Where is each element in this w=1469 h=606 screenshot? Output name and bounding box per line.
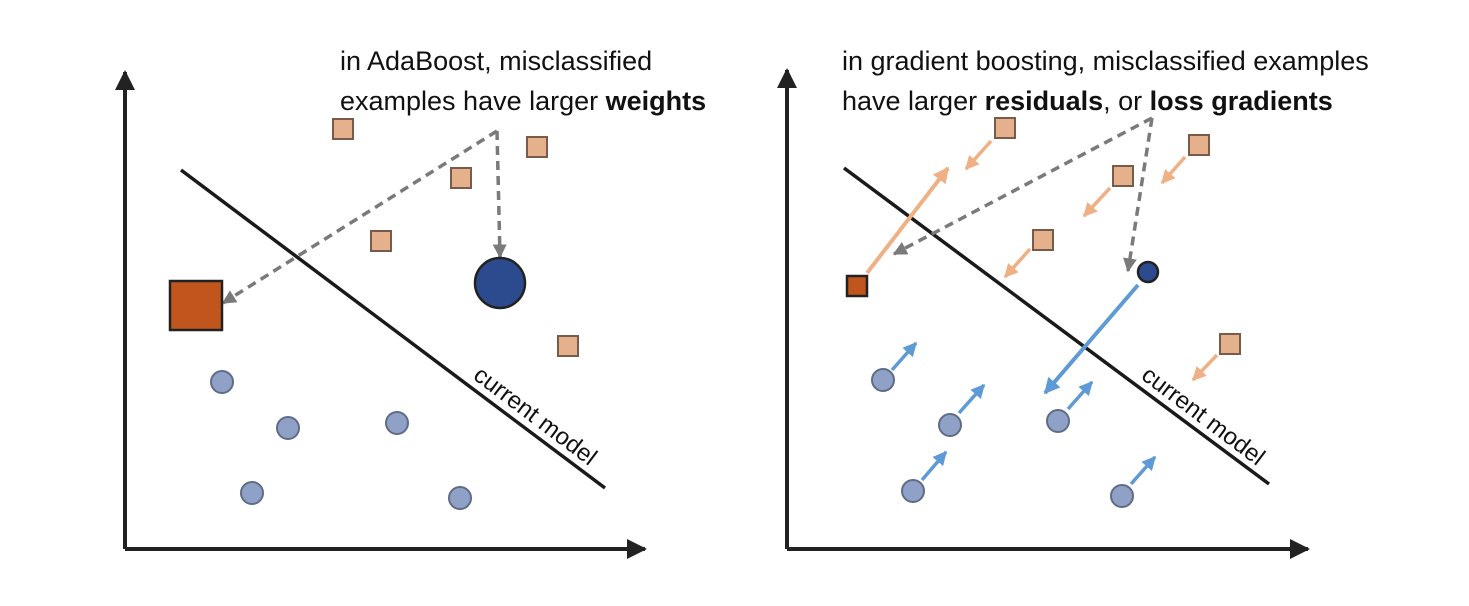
square-point [1112, 165, 1134, 187]
square-point [332, 118, 354, 140]
square-point [1219, 333, 1241, 355]
caption-line-2: have larger residuals, or loss gradients [842, 86, 1333, 116]
square-point [526, 136, 548, 158]
caption-bold-text: loss gradients [1150, 86, 1333, 116]
residual-arrow [890, 341, 918, 372]
square-point [557, 335, 579, 357]
residual-arrow [1066, 380, 1094, 411]
caption-text: examples have larger [340, 86, 606, 116]
panel-caption: in AdaBoost, misclassified examples have… [340, 46, 706, 116]
residual-arrow [957, 383, 986, 415]
circle-point [276, 416, 300, 440]
caption-line-1: in gradient boosting, misclassified exam… [842, 46, 1369, 76]
misclassified-square-point [845, 274, 869, 298]
circle-point [1046, 409, 1070, 433]
residual-arrow [1191, 353, 1219, 382]
misclassified-circle-point [473, 256, 527, 310]
caption-text: have larger [842, 86, 985, 116]
circle-point [1110, 484, 1134, 508]
large-residual-arrow [1043, 283, 1140, 395]
pointer-arrow [892, 116, 1153, 256]
large-residual-arrow [865, 166, 950, 275]
residual-arrow [1129, 455, 1157, 486]
boundary-label: current model [468, 361, 601, 471]
square-point [370, 230, 392, 252]
adaboost-panel: current model in AdaBoost, misclassified… [115, 46, 706, 559]
square-point [1032, 229, 1054, 251]
residual-arrow [1003, 247, 1032, 279]
panel-caption: in gradient boosting, misclassified exam… [842, 46, 1376, 116]
residual-arrow [1160, 155, 1187, 185]
square-point [1188, 134, 1210, 156]
pointer-arrow [221, 129, 498, 305]
decision-boundary [179, 168, 607, 490]
circle-point [448, 486, 472, 510]
residual-arrow [920, 450, 948, 482]
circle-point [210, 370, 234, 394]
decision-boundary [842, 166, 1271, 486]
square-point [994, 117, 1016, 139]
misclassified-circle-point [1136, 260, 1160, 284]
boundary-label: current model [1136, 361, 1269, 471]
caption-bold-text: residuals [985, 86, 1104, 116]
gradient-boosting-panel: current model in gradient boosting, misc… [777, 46, 1376, 559]
pointer-arrow [492, 130, 507, 259]
caption-text: , or [1103, 86, 1150, 116]
circle-point [901, 479, 925, 503]
circle-point [871, 368, 895, 392]
pointer-arrow [1123, 117, 1154, 273]
caption-bold-text: weights [605, 86, 707, 116]
misclassified-square-point [168, 279, 224, 332]
circle-point [240, 481, 264, 505]
residual-arrow [1082, 186, 1112, 218]
caption-text: in gradient boosting, misclassified exam… [842, 46, 1369, 76]
caption-text: in AdaBoost, misclassified [340, 46, 652, 76]
circle-point [938, 413, 962, 437]
circle-point [385, 411, 409, 435]
caption-line-1: in AdaBoost, misclassified [340, 46, 652, 76]
caption-line-2: examples have larger weights [340, 86, 706, 116]
residual-arrow [964, 139, 993, 171]
square-point [450, 167, 472, 189]
